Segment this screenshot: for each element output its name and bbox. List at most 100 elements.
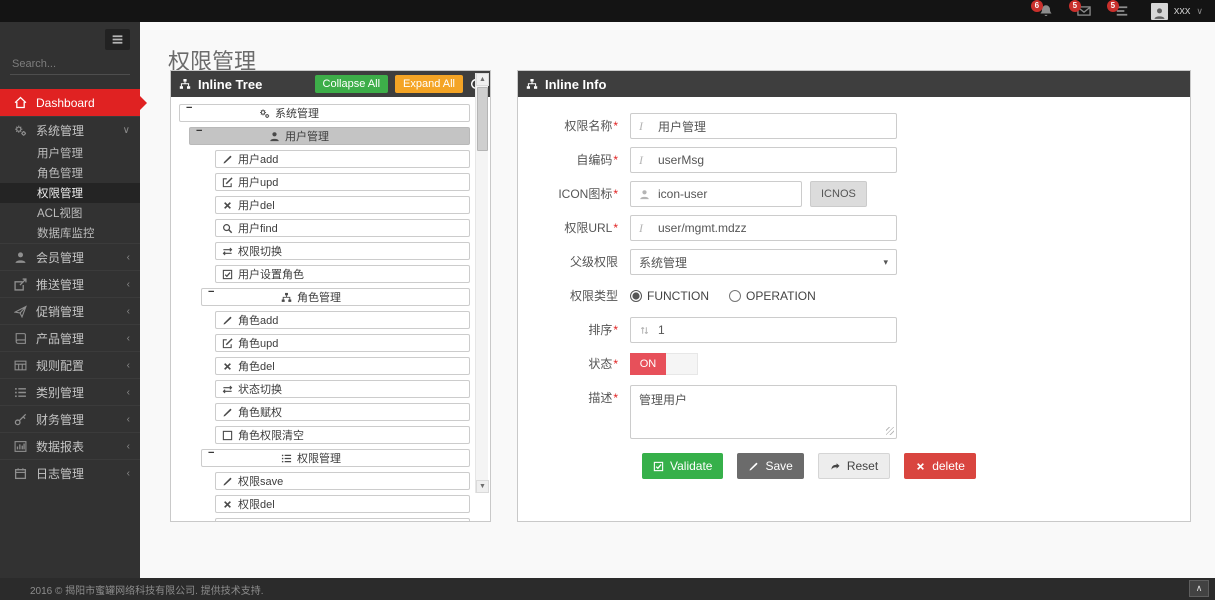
icon-input[interactable]	[630, 181, 802, 207]
sidebar-item-log[interactable]: 日志管理 ‹	[0, 459, 140, 486]
sidebar-item-report[interactable]: 数据报表 ‹	[0, 432, 140, 459]
tree-node-label: 权限del	[238, 499, 275, 511]
envelope-notification-button[interactable]: 5	[1068, 0, 1091, 18]
tasks-notification-button[interactable]: 5	[1106, 0, 1129, 18]
name-label: 权限名称*	[564, 119, 618, 133]
tree-node[interactable]: − 用户管理	[189, 125, 470, 145]
sidebar-item-category[interactable]: 类别管理 ‹	[0, 378, 140, 405]
tree-node[interactable]: 权限save	[215, 472, 470, 490]
tree-node-label: 用户upd	[238, 177, 279, 189]
validate-button[interactable]: Validate	[642, 453, 724, 479]
tree-node[interactable]: 状态切换	[215, 380, 470, 398]
tree-node[interactable]: 角色upd	[215, 334, 470, 352]
tree-node[interactable]: 角色赋权	[215, 403, 470, 421]
delete-button[interactable]: delete	[904, 453, 976, 479]
main-content: 权限管理 Inline Tree Collapse All Expand All…	[140, 22, 1215, 578]
parent-permission-select[interactable]: 系统管理 ▾	[630, 249, 897, 275]
collapse-all-button[interactable]: Collapse All	[314, 75, 389, 93]
scroll-up-button[interactable]: ▲	[476, 73, 489, 86]
sidebar-subitem[interactable]: ACL视图	[0, 203, 140, 223]
sidebar-item-label: 规则配置	[36, 358, 85, 373]
bell-notification-button[interactable]: 6	[1030, 0, 1053, 18]
tree-node[interactable]: 权限del	[215, 495, 470, 513]
sidebar-item-system[interactable]: 系统管理 ∨	[0, 116, 140, 143]
code-input[interactable]	[630, 147, 897, 173]
save-button[interactable]: Save	[737, 453, 804, 479]
sidebar-item-dashboard[interactable]: Dashboard	[0, 89, 147, 116]
sidebar-item-product[interactable]: 产品管理 ‹	[0, 324, 140, 351]
sidebar-item-promo[interactable]: 促销管理 ‹	[0, 297, 140, 324]
tree-node[interactable]: 用户add	[215, 150, 470, 168]
sort-icon	[639, 317, 650, 343]
sidebar-item-push[interactable]: 推送管理 ‹	[0, 270, 140, 297]
toggle-off-area	[666, 353, 698, 375]
sidebar-item-rule[interactable]: 规则配置 ‹	[0, 351, 140, 378]
radio-function[interactable]: FUNCTION	[630, 283, 709, 309]
tree-node-label: 角色赋权	[238, 407, 282, 419]
sidebar-subitem[interactable]: 权限管理	[0, 183, 140, 203]
bars-icon	[111, 33, 124, 46]
tree-node[interactable]: − 权限管理	[201, 447, 470, 467]
check-square-icon	[653, 461, 664, 472]
info-panel-header: Inline Info	[518, 71, 1190, 97]
status-toggle[interactable]: ON	[630, 353, 698, 375]
sidebar-subitem[interactable]: 用户管理	[0, 143, 140, 163]
tree-node-label: 提交校验	[238, 519, 282, 521]
chevron-down-icon: ∨	[122, 124, 130, 136]
tree-node[interactable]: 用户find	[215, 219, 470, 237]
sidebar-subitem[interactable]: 数据库监控	[0, 223, 140, 243]
order-input[interactable]	[630, 317, 897, 343]
url-input[interactable]	[630, 215, 897, 241]
user-icon	[269, 131, 280, 142]
tree-scrollbar[interactable]: ▲ ▼	[475, 73, 489, 493]
sidebar-menu: Dashboard 系统管理 ∨ 用户管理 角色管理 权限管理 ACL视图 数据库监控 会员管理…	[0, 89, 147, 486]
sidebar-item-member[interactable]: 会员管理 ‹	[0, 243, 140, 270]
icnos-button[interactable]: ICNOS	[810, 181, 867, 207]
reset-arrow-icon	[830, 461, 841, 472]
scroll-to-top-button[interactable]: ∧	[1189, 580, 1209, 597]
code-label: 自编码*	[576, 153, 618, 167]
chevron-down-icon: ∨	[1196, 5, 1203, 16]
tree-node[interactable]: 用户del	[215, 196, 470, 214]
permission-name-input[interactable]	[630, 113, 897, 139]
operation-radio-input[interactable]	[729, 290, 741, 302]
expand-all-button[interactable]: Expand All	[395, 75, 463, 93]
sidebar-subitem[interactable]: 角色管理	[0, 163, 140, 183]
tree-node[interactable]: 权限切换	[215, 242, 470, 260]
tree-node[interactable]: 角色del	[215, 357, 470, 375]
search-input[interactable]	[10, 54, 156, 74]
send-icon	[14, 305, 27, 318]
calendar-icon	[14, 467, 27, 480]
sidebar-item-finance[interactable]: 财务管理 ‹	[0, 405, 140, 432]
collapse-toggle[interactable]: −	[186, 102, 193, 114]
tree-node-label: 权限切换	[238, 246, 282, 258]
form-row-code: 自编码* I	[528, 147, 1190, 173]
radio-operation[interactable]: OPERATION	[729, 283, 816, 309]
scrollbar-thumb[interactable]	[477, 87, 488, 151]
scroll-down-button[interactable]: ▼	[476, 480, 489, 493]
sidebar-item-label: Dashboard	[36, 95, 95, 110]
tree-node[interactable]: 用户upd	[215, 173, 470, 191]
info-panel-title: Inline Info	[545, 76, 607, 92]
collapse-toggle[interactable]: −	[196, 125, 203, 137]
tree-body: − 系统管理 − 用户管理用户add 用户upd 用户del 用户find 权限切换用户设置角…	[171, 97, 490, 521]
function-radio-input[interactable]	[630, 290, 642, 302]
description-textarea[interactable]: 管理用户	[630, 385, 897, 439]
tree-node[interactable]: 用户设置角色	[215, 265, 470, 283]
tree-node[interactable]: 提交校验	[215, 518, 470, 521]
required-asterisk: *	[613, 391, 618, 405]
chevron-left-icon: ‹	[126, 251, 130, 263]
edit-icon	[222, 177, 233, 188]
tree-node[interactable]: − 系统管理	[179, 102, 470, 122]
reset-button[interactable]: Reset	[817, 453, 891, 479]
collapse-toggle[interactable]: −	[208, 447, 215, 459]
collapse-toggle[interactable]: −	[208, 286, 215, 298]
user-menu[interactable]: xxx ∨	[1150, 2, 1203, 20]
inline-tree-panel: Inline Tree Collapse All Expand All − 系统管…	[170, 70, 491, 522]
sidebar-toggle-button[interactable]	[105, 29, 130, 50]
tree-node[interactable]: 角色权限清空	[215, 426, 470, 444]
status-label: 状态*	[588, 357, 618, 371]
tree-node[interactable]: − 角色管理	[201, 286, 470, 306]
tree-node[interactable]: 角色add	[215, 311, 470, 329]
